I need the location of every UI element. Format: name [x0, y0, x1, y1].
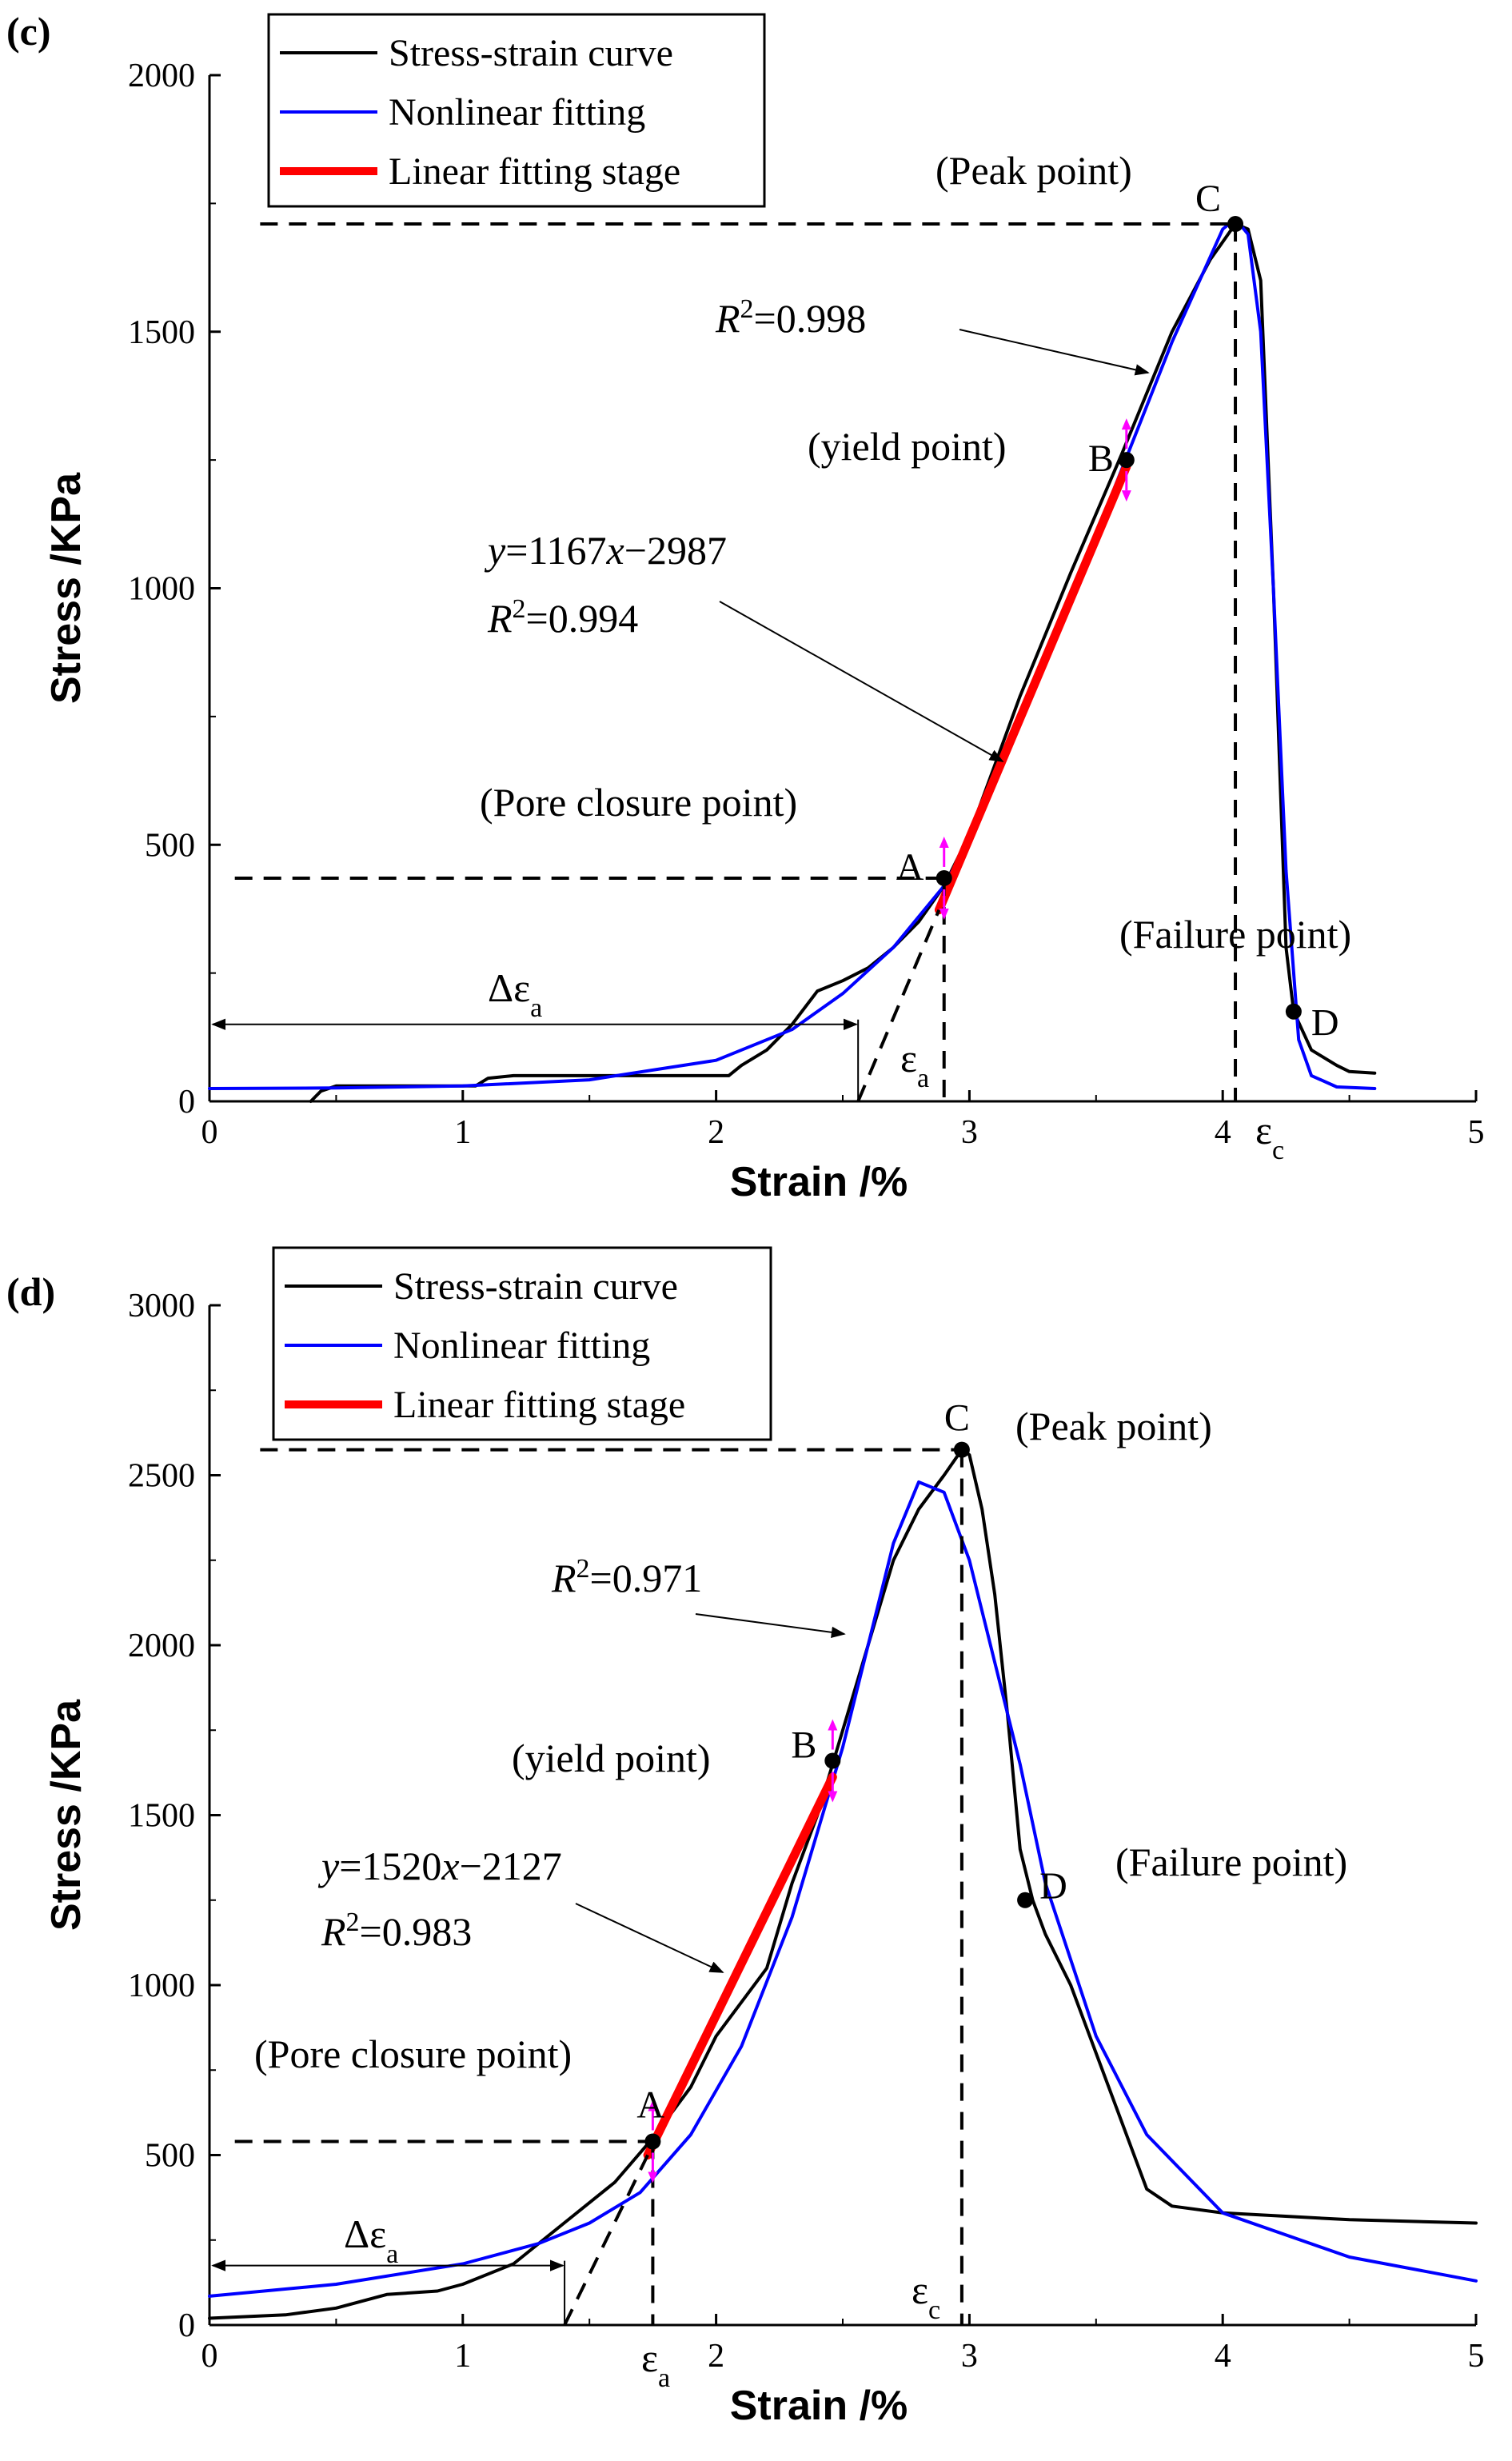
dashed-line-extrapolation: [563, 2154, 649, 2326]
legend-entry-label: Nonlinear fitting: [393, 1324, 650, 1367]
chart-panel-d: (d) 0 1 2 3 4 5 0 500 1000 1500 2000 2500 3000 Strain …: [6, 1246, 1485, 2429]
y-tick-label: 0: [178, 2307, 195, 2344]
magenta-arrow-up: [1121, 418, 1131, 430]
delta-eps-label: Δεa: [488, 965, 542, 1023]
eps-c-label: εc: [1255, 1108, 1284, 1165]
x-tick-label: 0: [201, 1114, 218, 1151]
y-tick-label: 1000: [128, 1968, 195, 2004]
legend-entry-label: Nonlinear fitting: [389, 91, 645, 134]
x-tick-label: 3: [961, 1114, 978, 1151]
magenta-arrow-down: [828, 1791, 838, 1803]
point-a-note: (Pore closure point): [254, 2032, 572, 2076]
y-tick-label: 0: [178, 1084, 195, 1121]
y-tick-label: 500: [145, 2138, 195, 2175]
y-tick-label: 2500: [128, 1458, 195, 1495]
point-d-note: (Failure point): [1115, 1840, 1347, 1884]
r2-nonlinear-label: R2=0.998: [715, 294, 866, 342]
x-tick-label: 0: [201, 2338, 218, 2375]
point-b-marker: [1118, 452, 1135, 469]
chart-panel-c: (c) 0 1 2 3 4 5 0 500 1000 1500 2000 Strain /% Stress…: [6, 9, 1485, 1205]
y-tick-label: 2000: [128, 58, 195, 94]
y-tick-label: 2000: [128, 1628, 195, 1664]
point-b-label: B: [791, 1724, 816, 1767]
magenta-arrow-up: [828, 1719, 838, 1731]
magenta-arrow-up: [648, 2099, 658, 2111]
series-line-nonlinear-fitting: [208, 1480, 1478, 2298]
x-axis-title: Strain /%: [730, 1159, 908, 1205]
point-c-label: C: [944, 1397, 970, 1440]
series-line-stress-strain-curve: [309, 222, 1377, 1103]
x-axis-title: Strain /%: [730, 2383, 908, 2429]
point-a-note: (Pore closure point): [480, 780, 797, 825]
y-tick-label: 3000: [128, 1288, 195, 1324]
point-b-note: (yield point): [808, 424, 1007, 469]
eps-a-label: εa: [641, 2335, 670, 2393]
point-b-note: (yield point): [512, 1736, 711, 1780]
point-d-label: D: [1039, 1865, 1067, 1908]
linear-equation-label: y=1520x−2127: [317, 1844, 562, 1888]
point-d-note: (Failure point): [1119, 912, 1351, 957]
point-c-note: (Peak point): [1015, 1404, 1212, 1448]
delta-eps-label: Δεa: [344, 2211, 398, 2269]
panel-label: (d): [6, 1269, 55, 1314]
series-line-linear-fitting-stage: [643, 1772, 837, 2159]
point-a-label: A: [896, 846, 924, 889]
legend-entry-label: Stress-strain curve: [393, 1265, 678, 1308]
panel-label: (c): [6, 9, 51, 54]
x-tick-label: 4: [1215, 2338, 1231, 2375]
series-line-linear-fitting-stage: [934, 462, 1131, 915]
y-tick-label: 500: [145, 827, 195, 864]
point-c-label: C: [1195, 178, 1221, 220]
point-a-marker: [644, 2133, 661, 2150]
r2-nonlinear-arrow: [959, 329, 1150, 376]
point-d-marker: [1285, 1003, 1302, 1020]
y-axis-title: Stress /KPa: [43, 472, 90, 704]
r2-linear-label: R2=0.994: [487, 594, 638, 641]
point-c-note: (Peak point): [936, 148, 1132, 193]
point-a-marker: [936, 869, 952, 886]
magenta-arrow-down: [939, 908, 949, 920]
legend-entry-label: Stress-strain curve: [389, 32, 673, 74]
x-tick-label: 3: [961, 2338, 978, 2375]
y-tick-label: 1000: [128, 571, 195, 608]
point-d-label: D: [1311, 1002, 1339, 1045]
x-tick-label: 4: [1215, 1114, 1231, 1151]
x-tick-label: 2: [708, 1114, 724, 1151]
linear-equation-arrow: [575, 1903, 724, 1973]
eps-a-label: εa: [900, 1036, 929, 1093]
r2-linear-label: R2=0.983: [321, 1908, 472, 1955]
linear-equation-arrow: [719, 601, 1004, 762]
magenta-arrow-up: [939, 836, 949, 848]
x-tick-label: 5: [1468, 1114, 1485, 1151]
point-c-marker: [953, 1441, 970, 1458]
magenta-arrow-down: [1121, 490, 1131, 502]
linear-equation-label: y=1167x−2987: [484, 528, 727, 573]
x-tick-label: 1: [454, 1114, 471, 1151]
point-a-label: A: [636, 2084, 664, 2127]
y-tick-label: 1500: [128, 314, 195, 351]
r2-nonlinear-arrow: [695, 1613, 846, 1638]
x-tick-label: 1: [454, 2338, 471, 2375]
point-c-marker: [1227, 216, 1244, 233]
y-tick-label: 1500: [128, 1798, 195, 1835]
r2-nonlinear-label: R2=0.971: [551, 1554, 702, 1601]
x-tick-label: 5: [1468, 2338, 1485, 2375]
point-b-marker: [824, 1752, 841, 1769]
x-tick-label: 2: [708, 2338, 724, 2375]
eps-c-label: εc: [912, 2267, 940, 2325]
legend-entry-label: Linear fitting stage: [393, 1384, 685, 1426]
point-b-label: B: [1088, 437, 1114, 480]
magenta-arrow-down: [648, 2171, 658, 2183]
point-d-marker: [1017, 1892, 1034, 1908]
dashed-line-extrapolation: [856, 909, 941, 1102]
legend-entry-label: Linear fitting stage: [389, 150, 680, 193]
y-axis-title: Stress /KPa: [43, 1699, 90, 1931]
series-line-nonlinear-fitting: [208, 217, 1377, 1090]
